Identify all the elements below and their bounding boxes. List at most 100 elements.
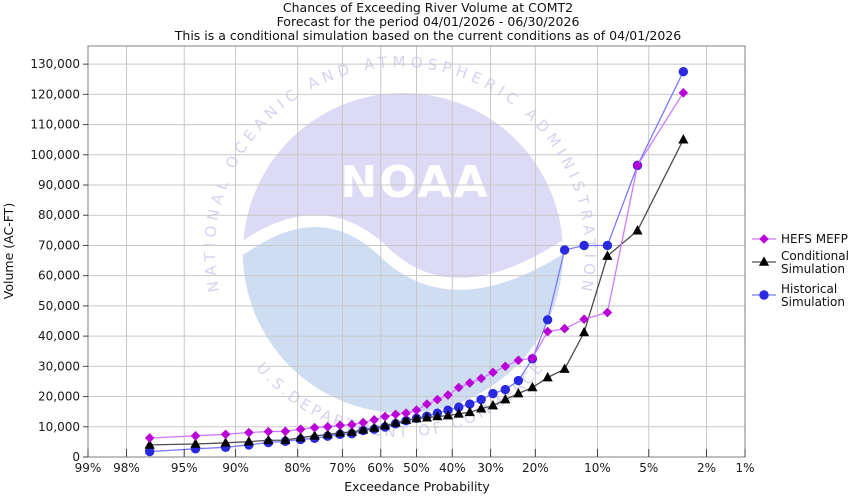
data-point-marker xyxy=(190,438,201,448)
data-point-marker xyxy=(190,431,201,441)
data-point-marker xyxy=(322,421,333,432)
data-point-marker xyxy=(513,387,524,398)
y-tick-label: 100,000 xyxy=(30,148,80,162)
data-point-marker xyxy=(487,400,499,410)
data-point-marker xyxy=(369,422,380,432)
data-point-marker xyxy=(322,429,333,439)
data-point-marker xyxy=(442,409,454,420)
x-tick-label: 30% xyxy=(477,461,504,475)
y-tick-label: 50,000 xyxy=(38,299,80,313)
data-point-marker xyxy=(602,250,613,260)
series-hefs-mefp xyxy=(144,88,689,443)
y-tick-label: 130,000 xyxy=(30,57,80,71)
data-point-marker xyxy=(358,417,368,428)
data-point-marker xyxy=(453,382,464,393)
data-point-marker xyxy=(144,446,155,457)
data-point-marker xyxy=(579,326,590,337)
data-point-marker xyxy=(346,426,357,436)
data-point-marker xyxy=(559,323,570,334)
data-point-marker xyxy=(453,408,464,418)
data-point-marker xyxy=(263,434,274,445)
y-tick-label: 120,000 xyxy=(30,87,80,101)
data-point-marker xyxy=(632,160,643,171)
data-point-marker xyxy=(559,363,570,373)
gridlines xyxy=(87,46,746,458)
y-tick-label: 110,000 xyxy=(30,118,80,132)
data-point-marker xyxy=(513,375,524,386)
y-tick-label: 60,000 xyxy=(38,269,80,283)
data-point-marker xyxy=(335,420,345,431)
legend-item: HEFS MEFP xyxy=(752,232,848,246)
data-point-marker xyxy=(443,390,453,400)
data-point-marker xyxy=(465,399,475,409)
data-point-marker xyxy=(559,245,570,255)
noaa-logo-text: NOAA xyxy=(340,157,489,208)
data-point-marker xyxy=(678,66,689,77)
x-tick-label: 60% xyxy=(367,461,394,475)
data-point-marker xyxy=(542,371,553,382)
data-point-marker xyxy=(244,427,254,438)
data-point-marker xyxy=(464,406,475,417)
x-tick-label: 5% xyxy=(639,461,658,475)
axis-ticks xyxy=(83,63,746,458)
data-point-marker xyxy=(454,402,464,412)
data-point-marker xyxy=(243,435,254,446)
legend-label: Conditional xyxy=(781,249,849,263)
data-point-marker xyxy=(144,433,155,443)
data-point-marker xyxy=(513,355,524,366)
y-tick-label: 20,000 xyxy=(38,390,80,404)
data-point-marker xyxy=(401,408,411,418)
data-point-marker xyxy=(309,422,320,433)
y-tick-label: 70,000 xyxy=(38,238,80,252)
data-point-marker xyxy=(380,411,390,422)
data-point-marker xyxy=(542,315,553,325)
data-point-marker xyxy=(280,434,291,444)
x-tick-label: 98% xyxy=(113,461,140,475)
data-point-marker xyxy=(527,353,538,363)
data-point-marker xyxy=(280,426,291,437)
data-point-marker xyxy=(220,437,231,447)
y-tick-label: 30,000 xyxy=(38,359,80,373)
x-tick-label: 1% xyxy=(735,461,754,475)
data-point-marker xyxy=(500,361,511,372)
data-point-marker xyxy=(369,415,380,425)
noaa-seagull-swoosh xyxy=(237,215,569,290)
data-point-marker xyxy=(421,412,433,422)
x-tick-label: 40% xyxy=(439,461,466,475)
data-point-marker xyxy=(400,414,412,424)
data-point-marker xyxy=(488,388,498,399)
legend-label: Simulation xyxy=(781,262,845,276)
data-point-marker xyxy=(758,256,770,266)
y-tick-label: 80,000 xyxy=(38,208,80,222)
data-point-marker xyxy=(390,409,401,420)
data-point-marker xyxy=(488,367,498,378)
y-tick-label: 90,000 xyxy=(38,178,80,192)
data-point-marker xyxy=(347,419,357,430)
data-point-marker xyxy=(602,240,613,251)
data-point-marker xyxy=(542,326,553,337)
data-point-marker xyxy=(759,234,769,244)
data-series xyxy=(144,66,689,457)
data-point-marker xyxy=(678,134,689,144)
data-point-marker xyxy=(500,393,511,404)
data-point-marker xyxy=(358,424,369,434)
data-point-marker xyxy=(432,410,443,421)
x-tick-label: 10% xyxy=(584,461,611,475)
data-point-marker xyxy=(411,413,422,423)
x-tick-label: 80% xyxy=(284,461,311,475)
data-point-marker xyxy=(476,403,487,413)
data-point-marker xyxy=(632,225,643,235)
data-point-marker xyxy=(295,424,306,434)
y-tick-label: 10,000 xyxy=(38,420,80,434)
data-point-marker xyxy=(476,373,486,384)
series-conditional-simulation xyxy=(144,134,689,449)
x-tick-label: 95% xyxy=(171,461,198,475)
x-axis-title: Exceedance Probability xyxy=(344,479,490,494)
x-tick-label: 20% xyxy=(522,461,549,475)
data-point-marker xyxy=(379,419,391,430)
